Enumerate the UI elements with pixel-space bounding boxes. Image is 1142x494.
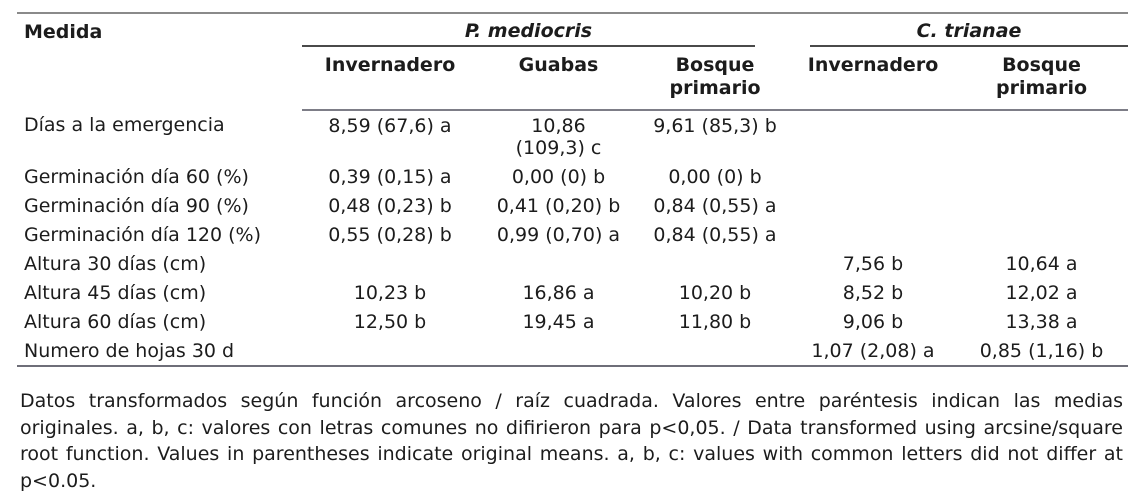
cell-value: 0,00 (0) b [511,166,606,188]
table-row: Días a la emergencia 8,59 (67,6) a 10,86 (… [17,110,1128,162]
cell-value: 0,55 (0,28) b [328,224,452,246]
cell-value: 1,07 (2,08) a [811,340,935,362]
table-row: Numero de hojas 30 d 1,07 (2,08) a 0,85 (1… [17,336,1128,366]
table-row: Altura 60 días (cm) 12,50 b 19,45 a 11,80 b… [17,307,1128,336]
measurements-table: Medida P. mediocris C. trianae Invernade… [17,12,1129,367]
group-header-c-trianae: C. trianae [791,13,1129,47]
cell-value [791,110,955,162]
cell-value: 0,39 (0,15) a [328,166,452,188]
row-label: Altura 45 días (cm) [24,282,207,304]
cell-value [791,191,955,220]
cell-value: 0,84 (0,55) a [653,195,777,217]
cell-value: 12,50 b [353,311,427,333]
row-label: Numero de hojas 30 d [24,340,235,362]
cell-value: 11,80 b [678,311,752,333]
table-row: Germinación día 60 (%) 0,39 (0,15) a 0,00 … [17,162,1128,191]
column-header-ct-invernadero: Invernadero [791,47,955,111]
cell-value: 9,06 b [842,311,904,333]
cell-value: 0,00 (0) b [668,166,762,188]
cell-value: 8,59 (67,6) a [328,115,452,137]
cell-value [639,249,791,278]
column-header-pm-invernadero: Invernadero [302,47,478,111]
row-label: Altura 60 días (cm) [24,311,207,333]
column-header-pm-bosque-primario: Bosque primario [639,47,791,111]
cell-value: 10,20 b [678,282,752,304]
cell-value: 9,61 (85,3) b [653,115,777,137]
table-row: Germinación día 120 (%) 0,55 (0,28) b 0,99… [17,220,1128,249]
cell-value: 0,48 (0,23) b [328,195,452,217]
cell-value [478,336,639,366]
group-header-row: Medida P. mediocris C. trianae [17,13,1129,47]
table-footnote: Datos transformados según función arcose… [20,390,1123,492]
cell-value [791,220,955,249]
cell-value: 13,38 a [1005,311,1078,333]
group-header-p-mediocris: P. mediocris [302,13,791,47]
column-header-pm-guabas: Guabas [478,47,639,111]
cell-value [302,249,478,278]
cell-value [955,220,1128,249]
cell-value: 0,99 (0,70) a [496,224,621,246]
subheader-row: Invernadero Guabas Bosque primario Inver… [17,47,1129,111]
table-row: Altura 30 días (cm) 7,56 b 10,64 a [17,249,1128,278]
table-row: Germinación día 90 (%) 0,48 (0,23) b 0,41 … [17,191,1128,220]
cell-value: 12,02 a [1005,282,1078,304]
table-body: Días a la emergencia 8,59 (67,6) a 10,86 (… [17,110,1128,366]
table-header: Medida P. mediocris C. trianae Invernade… [17,13,1129,111]
row-label: Altura 30 días (cm) [24,253,207,275]
cell-value: 10,64 a [1005,253,1078,275]
cell-value [791,162,955,191]
group-label-c-trianae: C. trianae [810,20,1129,47]
cell-value [302,336,478,366]
cell-value: 19,45 a [522,311,595,333]
cell-value: 0,84 (0,55) a [653,224,777,246]
cell-value: 0,85 (1,16) b [979,340,1104,362]
group-label-p-mediocris: P. mediocris [302,20,755,47]
cell-value [955,110,1128,162]
table-row: Altura 45 días (cm) 10,23 b 16,86 a 10,20 b… [17,278,1128,307]
column-header-ct-bosque-primario: Bosque primario [955,47,1129,111]
cell-value: 0,41 (0,20) b [496,195,621,217]
row-label: Días a la emergencia [24,114,225,136]
cell-value: 10,23 b [353,282,427,304]
cell-value [955,162,1128,191]
cell-value [639,336,791,366]
column-header-medida: Medida [24,21,103,43]
cell-value: 8,52 b [842,282,904,304]
cell-value [478,249,639,278]
cell-value: 16,86 a [522,282,595,304]
row-label: Germinación día 90 (%) [24,195,249,217]
cell-value [955,191,1128,220]
row-label: Germinación día 120 (%) [24,224,261,246]
results-table-container: Medida P. mediocris C. trianae Invernade… [17,12,1129,367]
cell-value: 10,86 (109,3) c [515,115,602,159]
cell-value: 7,56 b [842,253,904,275]
row-label: Germinación día 60 (%) [24,166,249,188]
